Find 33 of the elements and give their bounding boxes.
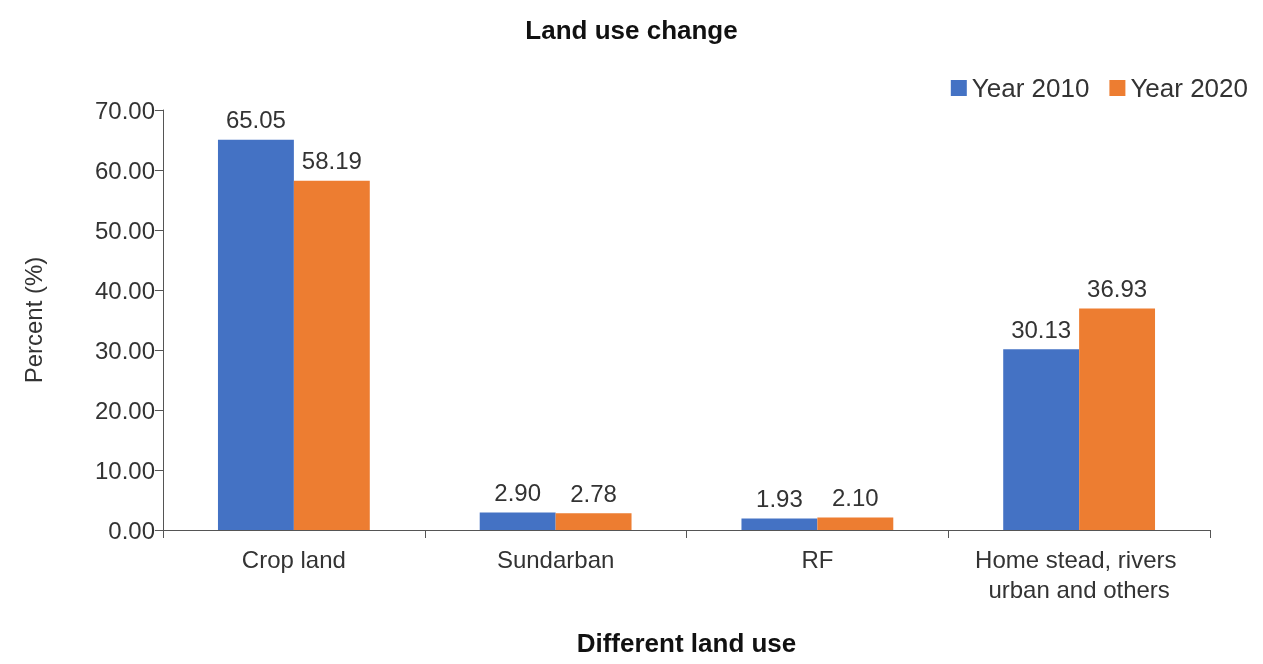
legend-label: Year 2010 xyxy=(971,73,1090,103)
y-tick-label: 50.00 xyxy=(94,216,155,244)
data-label: 36.93 xyxy=(1087,274,1148,302)
y-tick-label: 70.00 xyxy=(94,96,155,124)
bar xyxy=(479,512,556,530)
data-label: 65.05 xyxy=(225,106,286,134)
x-tick-label: Home stead, rivers urban and others xyxy=(975,545,1184,603)
x-tick-label: RF xyxy=(801,545,834,573)
y-tick-label: 10.00 xyxy=(94,456,155,484)
bar xyxy=(817,517,894,530)
data-label: 1.93 xyxy=(756,484,803,512)
legend-label: Year 2020 xyxy=(1130,73,1249,103)
y-tick-label: 60.00 xyxy=(94,156,155,184)
y-tick-label: 30.00 xyxy=(94,336,155,364)
data-label: 2.90 xyxy=(494,479,542,507)
x-tick-label: Crop land xyxy=(241,545,346,573)
x-tick-label: Sundarban xyxy=(496,545,615,573)
bar xyxy=(741,518,818,530)
bar xyxy=(555,513,632,530)
x-axis-title: Different land use xyxy=(576,628,797,658)
bar xyxy=(1079,308,1156,530)
data-label: 30.13 xyxy=(1011,315,1072,343)
y-tick-label: 0.00 xyxy=(108,516,155,544)
data-label: 2.78 xyxy=(570,479,617,507)
y-tick-label: 20.00 xyxy=(94,396,155,424)
bar xyxy=(1003,349,1080,530)
data-label: 2.10 xyxy=(831,483,879,511)
bar xyxy=(293,180,370,530)
chart-title: Land use change xyxy=(525,15,738,45)
y-axis-title: Percent (%) xyxy=(19,256,47,384)
bar xyxy=(217,139,294,530)
y-tick-label: 40.00 xyxy=(94,276,155,304)
data-label: 58.19 xyxy=(301,147,362,175)
